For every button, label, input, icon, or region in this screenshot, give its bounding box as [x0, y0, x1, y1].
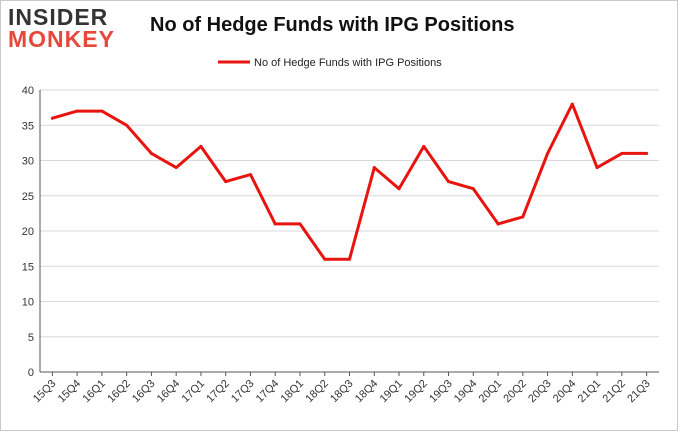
x-tick-19Q3: 19Q3: [427, 378, 455, 406]
x-tick-16Q4: 16Q4: [155, 378, 183, 406]
y-axis-ticks: 0 5 10 15 20 25 30 35 40: [22, 85, 34, 379]
y-tick-35: 35: [22, 120, 34, 132]
data-point-19Q3: [447, 180, 451, 184]
data-point-17Q2: [224, 180, 228, 184]
data-point-18Q2: [323, 257, 327, 261]
data-point-17Q4: [273, 222, 277, 226]
legend: No of Hedge Funds with IPG Positions: [218, 57, 442, 69]
legend-label: No of Hedge Funds with IPG Positions: [254, 57, 442, 69]
y-tick-5: 5: [28, 332, 34, 344]
data-point-16Q2: [125, 123, 129, 127]
x-tick-20Q2: 20Q2: [501, 378, 529, 406]
x-tick-15Q3: 15Q3: [31, 378, 59, 406]
data-point-20Q2: [521, 215, 525, 219]
x-tick-20Q4: 20Q4: [551, 378, 579, 406]
data-point-21Q1: [595, 166, 599, 170]
data-point-21Q2: [620, 151, 624, 155]
insider-monkey-logo: INSIDER MONKEY: [8, 4, 115, 52]
grid-lines: [40, 89, 659, 338]
x-tick-17Q1: 17Q1: [180, 378, 208, 406]
y-tick-0: 0: [28, 367, 34, 379]
data-point-17Q3: [248, 173, 252, 177]
y-tick-25: 25: [22, 191, 34, 203]
data-point-18Q1: [298, 222, 302, 226]
y-tick-15: 15: [22, 261, 34, 273]
x-tick-20Q1: 20Q1: [477, 378, 505, 406]
chart-title: No of Hedge Funds with IPG Positions: [150, 14, 515, 36]
axes: [39, 90, 659, 373]
y-tick-20: 20: [22, 226, 34, 238]
y-tick-30: 30: [22, 156, 34, 168]
x-tick-18Q2: 18Q2: [303, 378, 331, 406]
data-point-20Q4: [570, 102, 574, 106]
data-point-20Q3: [546, 151, 550, 155]
data-point-17Q1: [199, 144, 203, 148]
x-tick-21Q3: 21Q3: [625, 378, 653, 406]
y-tick-40: 40: [22, 85, 34, 97]
data-point-20Q1: [496, 222, 500, 226]
data-point-16Q4: [174, 166, 178, 170]
x-tick-20Q3: 20Q3: [526, 378, 554, 406]
x-tick-19Q2: 19Q2: [402, 378, 430, 406]
data-point-18Q4: [372, 166, 376, 170]
x-tick-16Q1: 16Q1: [80, 378, 108, 406]
data-point-16Q3: [149, 151, 153, 155]
logo-line-1: INSIDER: [8, 4, 109, 30]
x-tick-17Q2: 17Q2: [204, 378, 232, 406]
x-tick-19Q4: 19Q4: [452, 378, 480, 406]
data-point-15Q4: [75, 109, 79, 113]
data-point-16Q1: [100, 109, 104, 113]
x-tick-18Q4: 18Q4: [353, 378, 381, 406]
data-point-19Q4: [471, 187, 475, 191]
x-axis-ticks: 15Q315Q416Q116Q216Q316Q417Q117Q217Q317Q4…: [31, 372, 653, 405]
x-tick-17Q4: 17Q4: [254, 378, 282, 406]
logo-line-2: MONKEY: [8, 26, 115, 52]
x-tick-17Q3: 17Q3: [229, 378, 257, 406]
x-tick-15Q4: 15Q4: [56, 378, 84, 406]
x-tick-18Q1: 18Q1: [279, 378, 307, 406]
series-line-0: [50, 102, 649, 261]
data-point-21Q3: [645, 151, 649, 155]
x-tick-19Q1: 19Q1: [378, 378, 406, 406]
x-tick-16Q2: 16Q2: [105, 378, 133, 406]
data-point-19Q2: [422, 144, 426, 148]
x-tick-21Q1: 21Q1: [576, 378, 604, 406]
x-tick-18Q3: 18Q3: [328, 378, 356, 406]
x-tick-21Q2: 21Q2: [600, 378, 628, 406]
y-tick-10: 10: [22, 297, 34, 309]
series-group: [50, 102, 649, 261]
x-tick-16Q3: 16Q3: [130, 378, 158, 406]
data-point-18Q3: [348, 257, 351, 261]
data-point-19Q1: [397, 187, 401, 191]
data-point-15Q3: [50, 116, 54, 120]
